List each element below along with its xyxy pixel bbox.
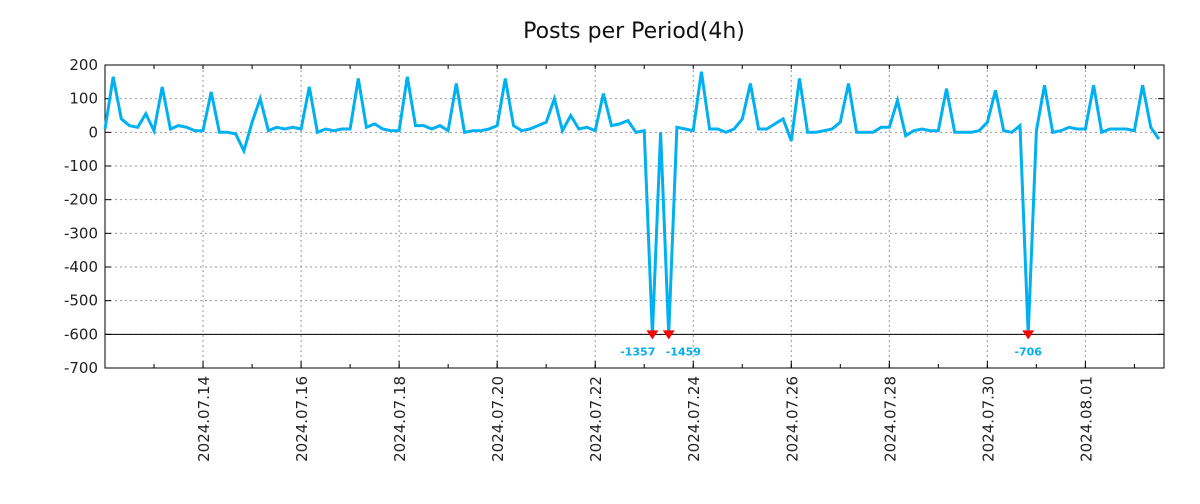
posts-series-line — [105, 72, 1159, 335]
y-tick-label: -500 — [64, 292, 98, 310]
y-tick-label: -100 — [64, 157, 98, 175]
y-tick-label: -400 — [64, 258, 98, 276]
y-tick-label: 200 — [69, 56, 98, 74]
x-tick-label: 2024.07.28 — [881, 376, 899, 462]
x-tick-label: 2024.07.30 — [979, 376, 997, 462]
x-tick-label: 2024.07.18 — [391, 376, 409, 462]
x-tick-label: 2024.08.01 — [1077, 376, 1095, 462]
y-tick-label: 100 — [69, 90, 98, 108]
clipped-value-label: -1459 — [666, 345, 701, 358]
y-tick-label: -300 — [64, 224, 98, 242]
y-tick-label: -700 — [64, 359, 98, 377]
y-tick-label: -600 — [64, 325, 98, 343]
x-tick-label: 2024.07.24 — [685, 376, 703, 462]
y-tick-label: 0 — [88, 123, 98, 141]
chart-title: Posts per Period(4h) — [523, 19, 745, 44]
x-tick-label: 2024.07.26 — [783, 376, 801, 462]
x-tick-label: 2024.07.14 — [195, 376, 213, 462]
y-tick-label: -200 — [64, 191, 98, 209]
x-tick-label: 2024.07.20 — [489, 376, 507, 462]
clipped-value-label: -1357 — [620, 345, 655, 358]
x-tick-label: 2024.07.22 — [587, 376, 605, 462]
x-tick-label: 2024.07.16 — [293, 376, 311, 462]
clipped-value-label: -706 — [1014, 345, 1042, 358]
